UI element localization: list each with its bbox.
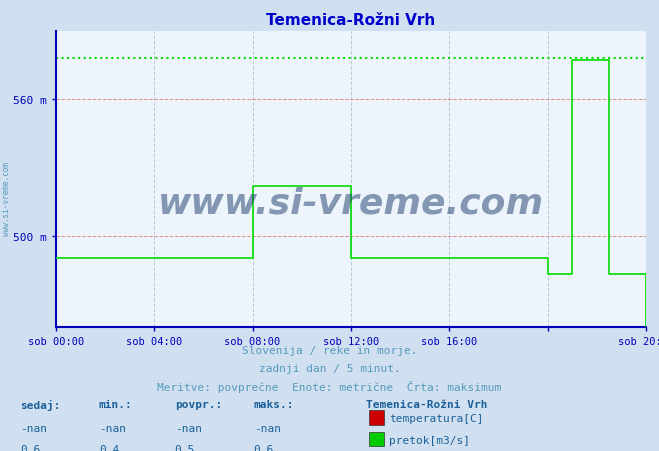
Text: www.si-vreme.com: www.si-vreme.com xyxy=(158,186,544,220)
Text: povpr.:: povpr.: xyxy=(175,399,222,409)
Text: 0,6: 0,6 xyxy=(254,444,274,451)
Text: Temenica-Rožni Vrh: Temenica-Rožni Vrh xyxy=(366,399,487,409)
Text: 0,4: 0,4 xyxy=(99,444,119,451)
Text: www.si-vreme.com: www.si-vreme.com xyxy=(2,161,11,235)
Text: 0,6: 0,6 xyxy=(20,444,40,451)
Title: Temenica-Rožni Vrh: Temenica-Rožni Vrh xyxy=(266,13,436,28)
Text: maks.:: maks.: xyxy=(254,399,294,409)
Text: -nan: -nan xyxy=(254,423,281,433)
Text: Slovenija / reke in morje.: Slovenija / reke in morje. xyxy=(242,345,417,355)
Text: zadnji dan / 5 minut.: zadnji dan / 5 minut. xyxy=(258,363,401,373)
Text: sedaj:: sedaj: xyxy=(20,399,60,410)
Text: 0,5: 0,5 xyxy=(175,444,195,451)
Text: temperatura[C]: temperatura[C] xyxy=(389,413,483,423)
Text: -nan: -nan xyxy=(99,423,126,433)
Text: pretok[m3/s]: pretok[m3/s] xyxy=(389,435,470,445)
Text: min.:: min.: xyxy=(99,399,132,409)
Text: -nan: -nan xyxy=(20,423,47,433)
Text: Meritve: povprečne  Enote: metrične  Črta: maksimum: Meritve: povprečne Enote: metrične Črta:… xyxy=(158,380,501,392)
Text: -nan: -nan xyxy=(175,423,202,433)
